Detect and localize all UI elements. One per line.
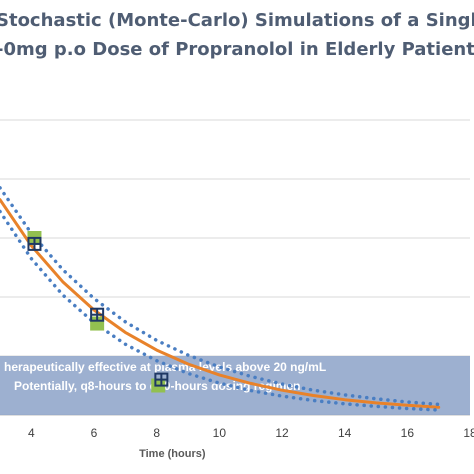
marker-navy	[90, 307, 105, 322]
data-markers	[27, 231, 169, 393]
chart-title-line-2: -0mg p.o Dose of Propranolol in Elderly …	[0, 39, 474, 60]
x-axis-label: Time (hours)	[139, 448, 206, 460]
series-line-3	[0, 209, 441, 412]
band-annotation-line-1: herapeutically effective at plasma level…	[4, 360, 326, 374]
marker-navy	[27, 236, 42, 251]
series-line-1	[0, 198, 441, 409]
x-tick-label: 12	[275, 426, 289, 440]
x-tick-label: 16	[401, 426, 415, 440]
series-line-2	[0, 186, 441, 407]
x-tick-label: 6	[91, 426, 98, 440]
series-lines	[0, 186, 441, 412]
chart-title: Stochastic (Monte-Carlo) Simulations of …	[0, 6, 474, 64]
marker-navy	[154, 372, 169, 387]
x-tick-label: 8	[153, 426, 160, 440]
x-tick-label: 4	[28, 426, 35, 440]
x-axis-ticks: 4 6 8 10 12 14 16 18	[28, 426, 474, 440]
chart-title-line-1: Stochastic (Monte-Carlo) Simulations of …	[0, 10, 474, 31]
x-tick-label: 18	[463, 426, 474, 440]
band-annotation: herapeutically effective at plasma level…	[4, 360, 326, 393]
x-tick-label: 14	[338, 426, 352, 440]
x-tick-label: 10	[213, 426, 227, 440]
